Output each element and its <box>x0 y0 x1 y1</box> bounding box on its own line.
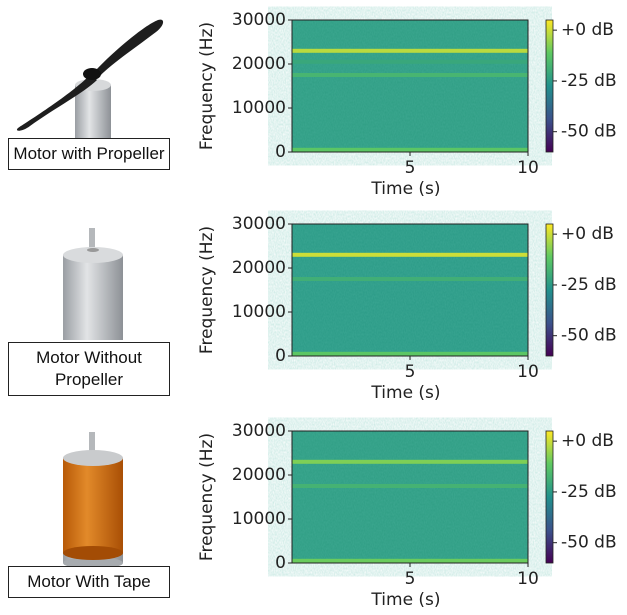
frequency-band <box>292 48 528 53</box>
spectrogram-chart: 0 10000 20000 30000 5 10 Time (s) Frequency (Hz… <box>197 421 617 610</box>
y-tick-label: 20000 <box>232 258 286 278</box>
frequency-band <box>292 558 528 563</box>
motor-image <box>63 228 123 340</box>
frequency-band <box>292 277 528 281</box>
motor-tape-image <box>63 432 123 569</box>
spectrogram-chart: 0 10000 20000 30000 5 10 Time (s) Frequency (Hz… <box>197 10 617 199</box>
colorbar-tick-label: +0 dB <box>561 431 614 451</box>
x-axis-label: Time (s) <box>370 590 440 610</box>
x-tick-label: 5 <box>405 569 416 589</box>
frequency-band <box>292 351 528 356</box>
y-tick-label: 20000 <box>232 465 286 485</box>
y-tick-label: 10000 <box>232 98 286 118</box>
texture <box>292 224 528 356</box>
colorbar <box>545 223 554 357</box>
motor-label: Motor Without Propeller <box>8 342 170 396</box>
colorbar-tick-label: +0 dB <box>561 20 614 40</box>
x-axis-label: Time (s) <box>370 179 440 199</box>
y-tick-label: 10000 <box>232 302 286 322</box>
colorbar <box>545 430 554 564</box>
frequency-band <box>292 484 528 488</box>
motor-label: Motor with Propeller <box>8 138 170 170</box>
motor-label: Motor With Tape <box>8 566 170 598</box>
y-tick-label: 30000 <box>232 10 286 30</box>
motor-propeller-image <box>16 19 164 145</box>
frequency-band <box>292 252 528 257</box>
colorbar <box>545 19 554 153</box>
colorbar-tick-label: -50 dB <box>561 326 617 346</box>
y-tick-label: 20000 <box>232 54 286 74</box>
y-axis-label: Frequency (Hz) <box>197 22 217 150</box>
colorbar-tick-label: -50 dB <box>561 533 617 553</box>
x-tick-label: 10 <box>517 362 539 382</box>
frequency-band <box>292 147 528 152</box>
x-tick-label: 5 <box>405 158 416 178</box>
y-tick-label: 10000 <box>232 509 286 529</box>
y-tick-label: 30000 <box>232 421 286 441</box>
x-tick-label: 5 <box>405 362 416 382</box>
y-axis-label: Frequency (Hz) <box>197 433 217 561</box>
x-tick-label: 10 <box>517 569 539 589</box>
frequency-band <box>292 59 528 64</box>
y-tick-label: 0 <box>275 142 286 162</box>
x-tick-label: 10 <box>517 158 539 178</box>
colorbar-tick-label: -25 dB <box>561 71 617 91</box>
colorbar-tick-label: -25 dB <box>561 482 617 502</box>
texture <box>292 431 528 563</box>
y-tick-label: 0 <box>275 553 286 573</box>
y-axis-label: Frequency (Hz) <box>197 226 217 354</box>
x-axis-label: Time (s) <box>370 383 440 403</box>
colorbar-tick-label: +0 dB <box>561 224 614 244</box>
spectrogram-chart: 0 10000 20000 30000 5 10 Time (s) Frequency (Hz… <box>197 214 617 403</box>
colorbar-tick-label: -50 dB <box>561 122 617 142</box>
y-tick-label: 0 <box>275 346 286 366</box>
frequency-band <box>292 459 528 464</box>
texture <box>292 20 528 152</box>
y-tick-label: 30000 <box>232 214 286 234</box>
frequency-band <box>292 73 528 77</box>
colorbar-tick-label: -25 dB <box>561 275 617 295</box>
